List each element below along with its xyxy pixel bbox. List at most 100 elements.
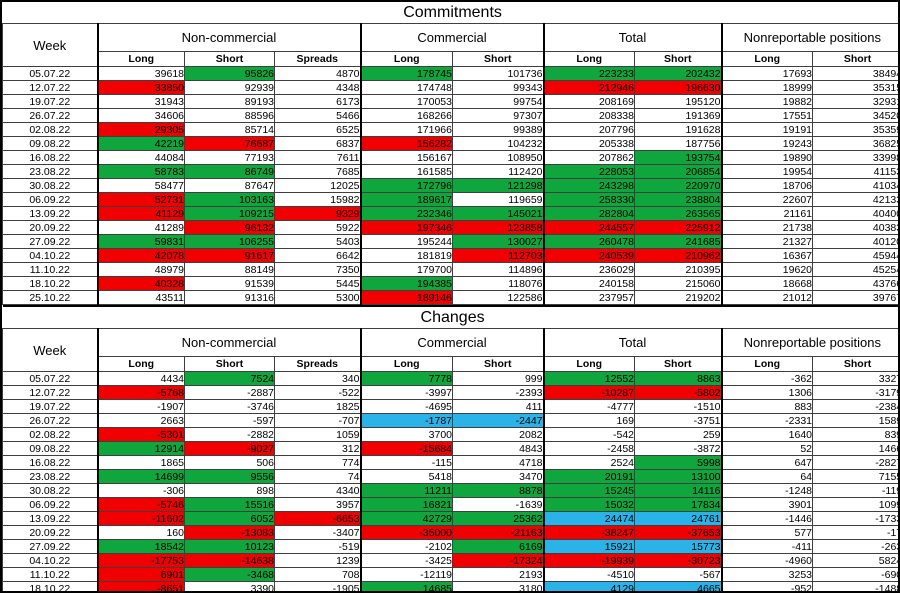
value-cell: 189146 xyxy=(359,290,453,305)
col-header-nonreportable-positions-long: Long xyxy=(720,51,813,67)
value-cell: 161585 xyxy=(359,164,453,179)
week-cell: 27.09.22 xyxy=(2,539,98,554)
value-cell: 123858 xyxy=(452,220,544,235)
week-cell: 11.10.22 xyxy=(2,567,98,582)
col-header-total-short: Short xyxy=(634,356,722,372)
value-cell: 52731 xyxy=(96,192,185,207)
value-cell: -2887 xyxy=(184,385,275,400)
value-cell: 33850 xyxy=(96,80,185,95)
value-cell: 99343 xyxy=(452,80,544,95)
group-header-non-commercial: Non-commercial xyxy=(96,23,361,52)
week-cell: 09.08.22 xyxy=(2,136,98,151)
week-cell: 09.08.22 xyxy=(2,441,98,456)
value-cell: -4695 xyxy=(359,399,453,414)
value-cell: 40383 xyxy=(811,220,898,235)
value-cell: 114896 xyxy=(452,262,544,277)
week-cell: 18.10.22 xyxy=(2,276,98,291)
value-cell: 179700 xyxy=(359,262,453,277)
value-cell: -17753 xyxy=(96,553,185,568)
value-cell: 15516 xyxy=(184,497,275,512)
value-cell: -952 xyxy=(720,581,813,591)
value-cell: 210395 xyxy=(634,262,722,277)
value-cell: 6169 xyxy=(452,539,544,554)
value-cell: -1639 xyxy=(452,497,544,512)
table-title: Commitments xyxy=(2,2,898,24)
value-cell: 3253 xyxy=(720,567,813,582)
group-header-non-commercial: Non-commercial xyxy=(96,328,361,357)
value-cell: 48979 xyxy=(96,262,185,277)
value-cell: 243298 xyxy=(542,178,635,193)
col-header-non-commercial-short: Short xyxy=(184,51,275,67)
value-cell: 206854 xyxy=(634,164,722,179)
value-cell: 228053 xyxy=(542,164,635,179)
value-cell: 34606 xyxy=(96,108,185,123)
col-header-non-commercial-long: Long xyxy=(96,51,185,67)
value-cell: 35359 xyxy=(811,122,898,137)
value-cell: 40120 xyxy=(811,234,898,249)
value-cell: 223233 xyxy=(542,66,635,81)
value-cell: 89193 xyxy=(184,94,275,109)
week-cell: 30.08.22 xyxy=(2,178,98,193)
value-cell: 103163 xyxy=(184,192,275,207)
week-cell: 16.08.22 xyxy=(2,150,98,165)
value-cell: 41153 xyxy=(811,164,898,179)
value-cell: 207862 xyxy=(542,150,635,165)
value-cell: 774 xyxy=(274,455,361,470)
value-cell: 411 xyxy=(452,399,544,414)
value-cell: 108950 xyxy=(452,150,544,165)
value-cell: 7350 xyxy=(274,262,361,277)
value-cell: -1905 xyxy=(274,581,361,591)
value-cell: -1787 xyxy=(359,413,453,428)
value-cell: 18706 xyxy=(720,178,813,193)
table-row: 23.08.22 58783 86749 7685 161585 112420 228053… xyxy=(2,164,898,179)
value-cell: 6837 xyxy=(274,136,361,151)
week-cell: 11.10.22 xyxy=(2,262,98,277)
value-cell: 195244 xyxy=(359,234,453,249)
value-cell: 45944 xyxy=(811,248,898,263)
value-cell: 207796 xyxy=(542,122,635,137)
value-cell: 15773 xyxy=(634,539,722,554)
col-header-non-commercial-spreads: Spreads xyxy=(274,51,361,67)
value-cell: -19939 xyxy=(542,553,635,568)
value-cell: 340 xyxy=(274,371,361,386)
value-cell: 205338 xyxy=(542,136,635,151)
value-cell: 12552 xyxy=(542,371,635,386)
value-cell: 4843 xyxy=(452,441,544,456)
value-cell: 19191 xyxy=(720,122,813,137)
value-cell: 220970 xyxy=(634,178,722,193)
table-row: 12.07.22 33850 92939 4348 174748 99343 212946 1… xyxy=(2,80,898,95)
week-cell: 02.08.22 xyxy=(2,427,98,442)
table-row: 19.07.22 -1907 -3746 1825 -4695 411 -4777 -1510… xyxy=(2,399,898,414)
value-cell: -13083 xyxy=(184,525,275,540)
value-cell: 5466 xyxy=(274,108,361,123)
value-cell: -8651 xyxy=(96,581,185,591)
value-cell: 4718 xyxy=(452,455,544,470)
value-cell: -4777 xyxy=(542,399,635,414)
value-cell: 263565 xyxy=(634,206,722,221)
value-cell: 101736 xyxy=(452,66,544,81)
value-cell: 3470 xyxy=(452,469,544,484)
value-cell: 244557 xyxy=(542,220,635,235)
value-cell: 64 xyxy=(720,469,813,484)
value-cell: 3957 xyxy=(274,497,361,512)
table-row: 30.08.22 58477 87647 12025 172796 121298 24329… xyxy=(2,178,898,193)
value-cell: 112420 xyxy=(452,164,544,179)
value-cell: 16821 xyxy=(359,497,453,512)
value-cell: 3901 xyxy=(720,497,813,512)
value-cell: 6052 xyxy=(184,511,275,526)
value-cell: 42078 xyxy=(96,248,185,263)
value-cell: 43766 xyxy=(811,276,898,291)
value-cell: 15245 xyxy=(542,483,635,498)
value-cell: -35000 xyxy=(359,525,453,540)
value-cell: -6653 xyxy=(274,511,361,526)
week-cell: 23.08.22 xyxy=(2,469,98,484)
value-cell: 109215 xyxy=(184,206,275,221)
value-cell: 99389 xyxy=(452,122,544,137)
value-cell: -3872 xyxy=(634,441,722,456)
week-cell: 20.09.22 xyxy=(2,525,98,540)
value-cell: 15982 xyxy=(274,192,361,207)
table-row: 12.07.22 -5768 -2887 -522 -3997 -2393 -10287 -5… xyxy=(2,385,898,400)
value-cell: 22607 xyxy=(720,192,813,207)
value-cell: 36825 xyxy=(811,136,898,151)
